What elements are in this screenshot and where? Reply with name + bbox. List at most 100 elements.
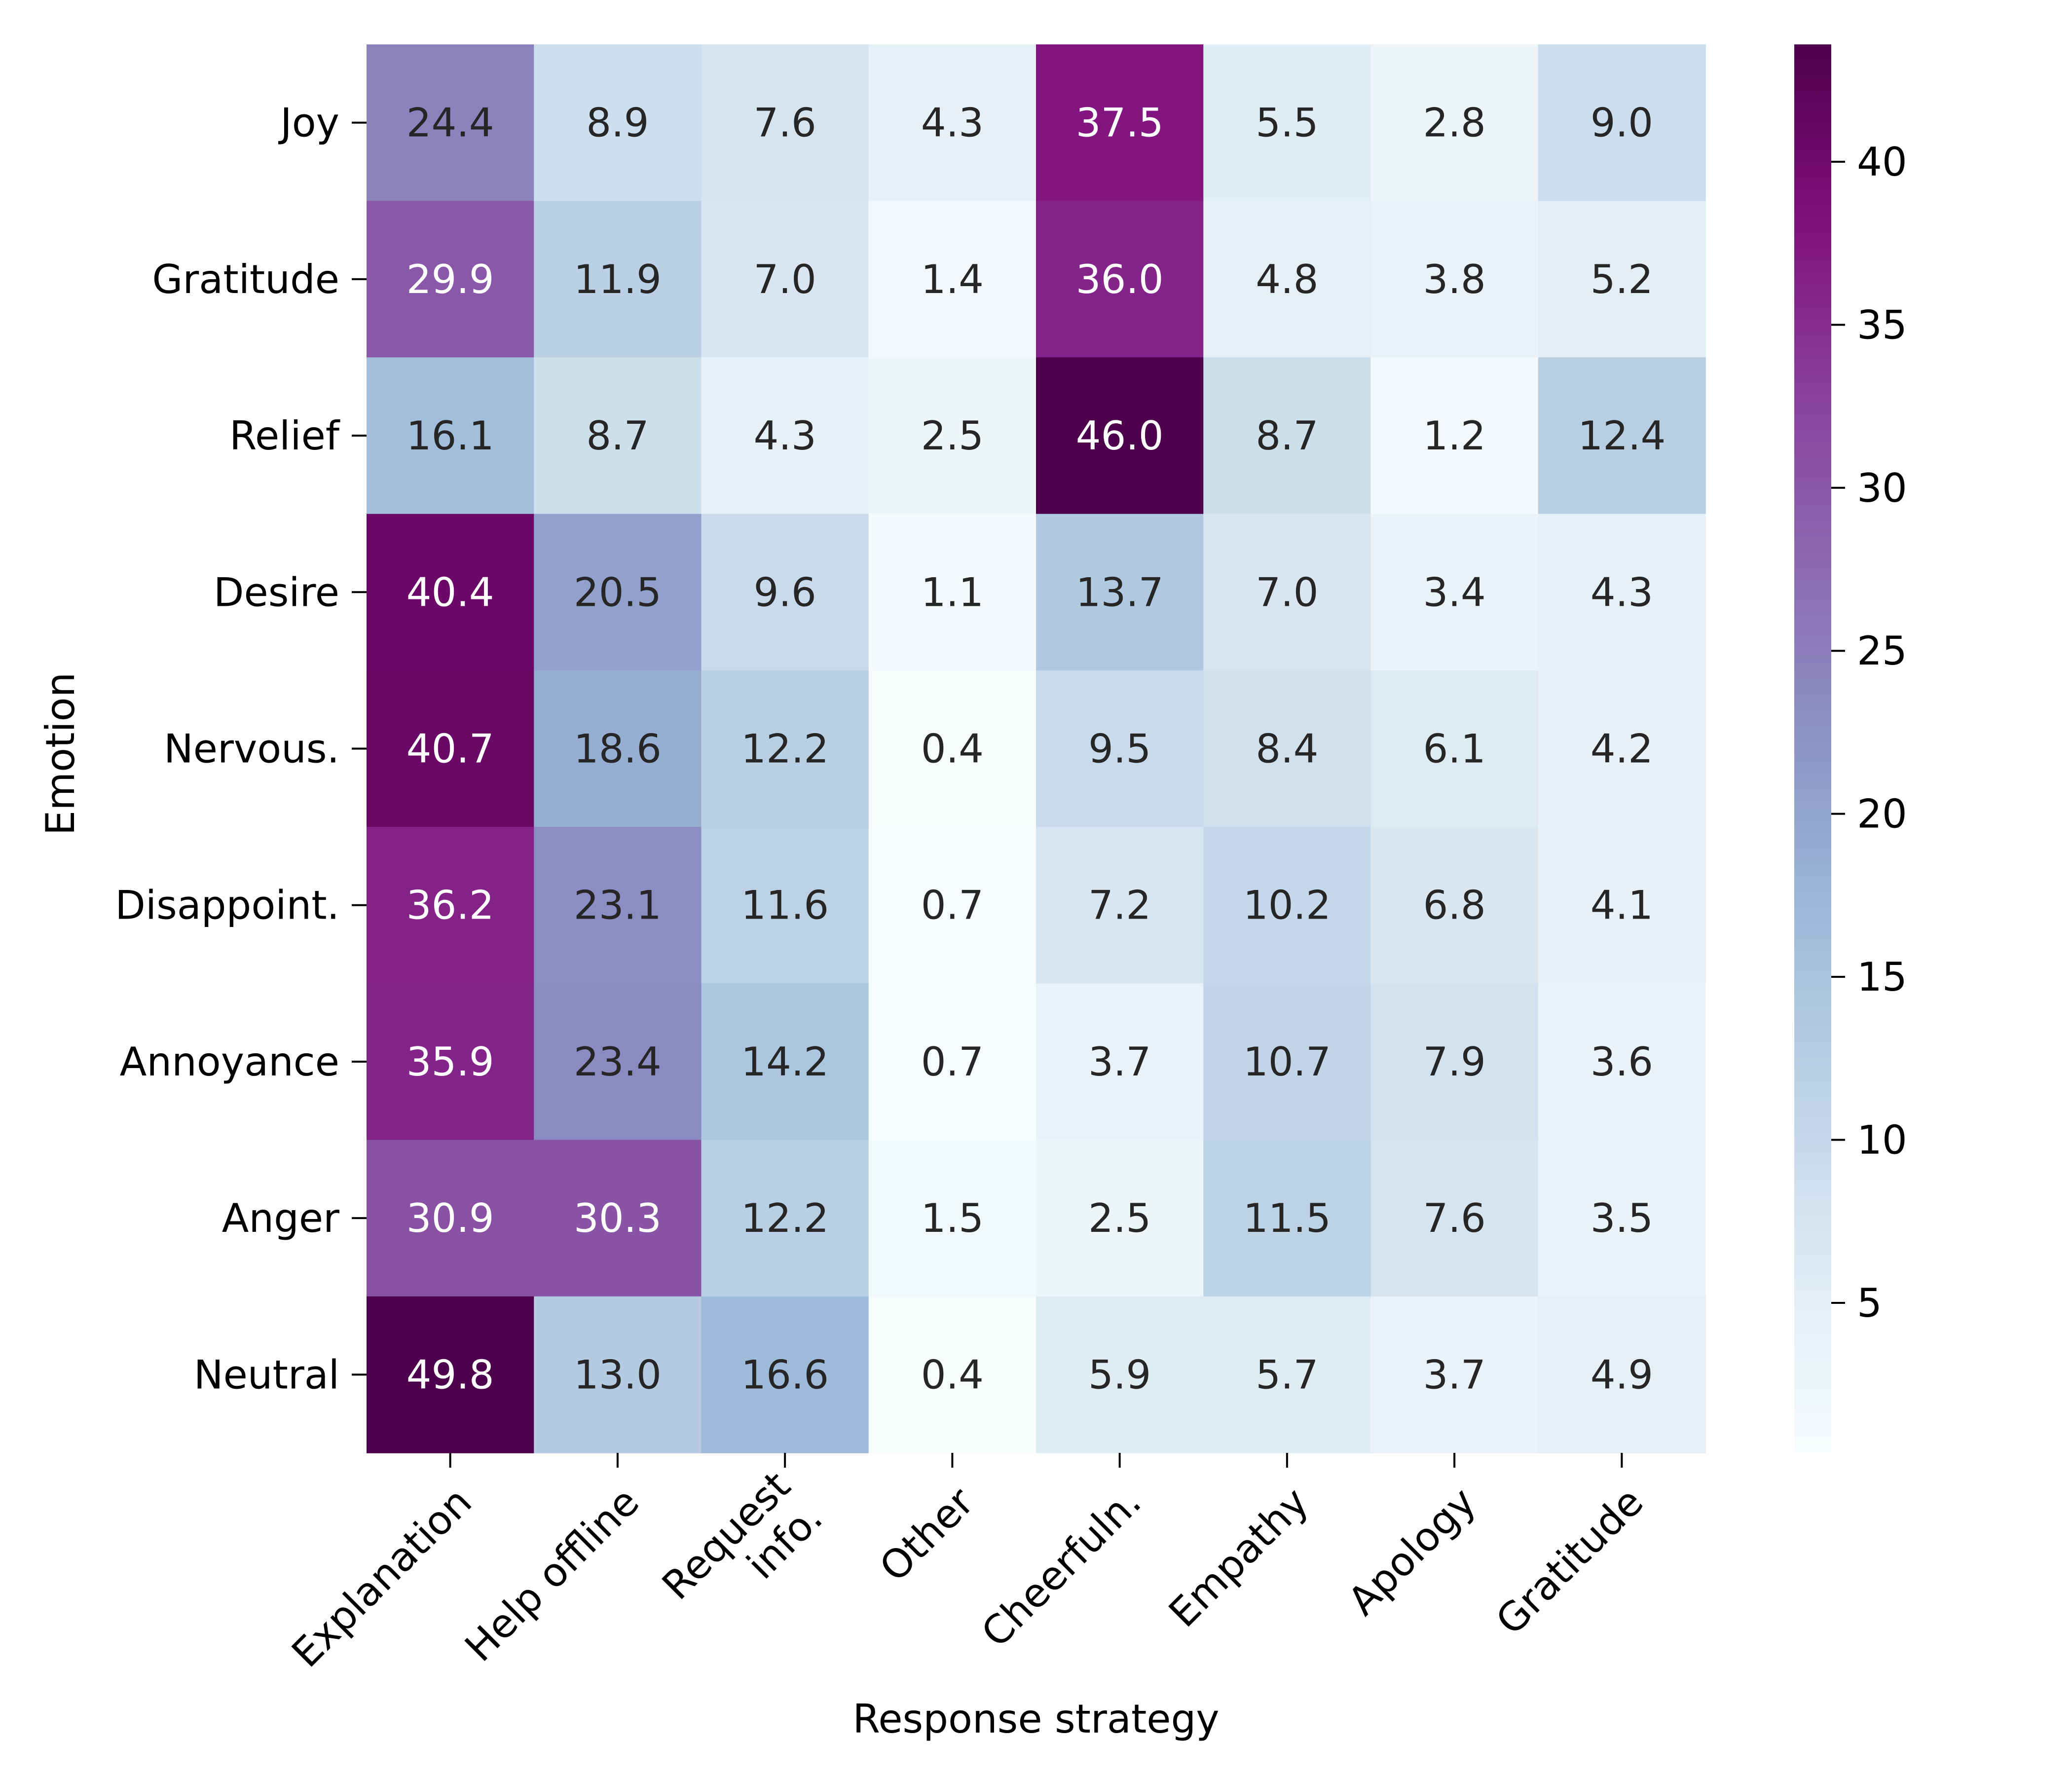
colorbar-ticks: 5 10 15 20 25 30 35 40 (1831, 139, 1907, 1326)
cell-value-label: 30.3 (574, 1195, 662, 1241)
heatmap-cell (367, 201, 535, 358)
heatmap-cell (1370, 983, 1539, 1141)
cell-value-label: 3.8 (1423, 257, 1486, 302)
heatmap-cell (701, 827, 869, 984)
cell-value-label: 8.4 (1256, 726, 1318, 772)
y-tick-label: Relief (229, 413, 340, 459)
cell-value-label: 7.6 (1423, 1195, 1486, 1241)
cell-value-label: 24.4 (407, 100, 494, 146)
heatmap-cell (1203, 44, 1371, 202)
heatmap-cell (1538, 827, 1706, 984)
colorbar (1794, 44, 1831, 1453)
heatmap-cell-labels: 24.4 8.9 7.6 4.3 37.5 5.5 2.8 9.0 29.9 11.9 7.0 1.4… (407, 100, 1666, 1398)
cell-value-label: 1.2 (1423, 413, 1486, 459)
colorbar-tick-label: 10 (1857, 1117, 1907, 1163)
colorbar-tick-label: 20 (1857, 791, 1907, 837)
cell-value-label: 13.7 (1076, 569, 1164, 615)
x-tick-label: Empathy (1160, 1479, 1317, 1636)
cell-value-label: 9.5 (1088, 726, 1151, 772)
heatmap-cell (1370, 670, 1539, 827)
cell-value-label: 3.4 (1423, 569, 1486, 615)
cell-value-label: 40.4 (407, 569, 494, 615)
y-tick-label: Gratitude (152, 257, 339, 302)
cell-value-label: 2.5 (1088, 1195, 1151, 1241)
heatmap-cells (367, 44, 1706, 1453)
heatmap-cell (701, 44, 869, 202)
heatmap-cell (1538, 983, 1706, 1141)
heatmap-cell (1203, 201, 1371, 358)
x-tick-label: Apology (1339, 1479, 1485, 1624)
cell-value-label: 2.8 (1423, 100, 1486, 146)
cell-value-label: 7.0 (754, 257, 816, 302)
cell-value-label: 3.5 (1591, 1195, 1653, 1241)
heatmap-cell (1370, 514, 1539, 671)
cell-value-label: 36.0 (1076, 257, 1164, 302)
cell-value-label: 5.9 (1088, 1352, 1151, 1398)
heatmap-cell (701, 983, 869, 1141)
colorbar-tick-label: 40 (1857, 139, 1907, 185)
heatmap-cell (1203, 1296, 1371, 1453)
heatmap-cell (1538, 670, 1706, 827)
heatmap-cell (1036, 44, 1204, 202)
heatmap-cell (534, 201, 702, 358)
heatmap-cell (701, 201, 869, 358)
cell-value-label: 1.5 (921, 1195, 984, 1241)
heatmap-cell (1538, 1296, 1706, 1453)
heatmap-cell (367, 1140, 535, 1297)
cell-value-label: 2.5 (921, 413, 984, 459)
y-tick-label: Desire (214, 569, 339, 615)
cell-value-label: 8.7 (1256, 413, 1318, 459)
heatmap-cell (1538, 514, 1706, 671)
heatmap-cell (1036, 827, 1204, 984)
cell-value-label: 23.1 (574, 883, 662, 928)
cell-value-label: 7.6 (754, 100, 816, 146)
heatmap-cell (534, 357, 702, 515)
colorbar-tick-label: 30 (1857, 465, 1907, 511)
heatmap-cell (1370, 1296, 1539, 1453)
cell-value-label: 14.2 (741, 1039, 829, 1085)
cell-value-label: 11.6 (741, 883, 829, 928)
heatmap-cell (534, 514, 702, 671)
cell-value-label: 0.4 (921, 726, 984, 772)
cell-value-label: 1.1 (921, 569, 984, 615)
cell-value-label: 10.7 (1243, 1039, 1331, 1085)
heatmap-cell (868, 983, 1036, 1141)
cell-value-label: 23.4 (574, 1039, 662, 1085)
heatmap-cell (367, 44, 535, 202)
cell-value-label: 0.7 (921, 1039, 984, 1085)
y-tick-label: Neutral (194, 1352, 339, 1398)
heatmap-cell (534, 983, 702, 1141)
heatmap-cell (1538, 201, 1706, 358)
cell-value-label: 7.9 (1423, 1039, 1486, 1085)
cell-value-label: 10.2 (1243, 883, 1331, 928)
x-tick-label: Explanation (283, 1479, 481, 1676)
cell-value-label: 9.0 (1591, 100, 1653, 146)
heatmap-cell (367, 357, 535, 515)
heatmap-cell (868, 44, 1036, 202)
cell-value-label: 5.7 (1256, 1352, 1318, 1398)
cell-value-label: 8.7 (586, 413, 649, 459)
heatmap-cell (1370, 827, 1539, 984)
cell-value-label: 8.9 (586, 100, 649, 146)
heatmap-cell (868, 201, 1036, 358)
cell-value-label: 3.7 (1088, 1039, 1151, 1085)
heatmap-cell (1203, 357, 1371, 515)
cell-value-label: 6.1 (1423, 726, 1486, 772)
cell-value-label: 6.8 (1423, 883, 1486, 928)
cell-value-label: 13.0 (574, 1352, 662, 1398)
heatmap-cell (534, 827, 702, 984)
x-tick-label: Other (871, 1479, 982, 1590)
heatmap-cell (1036, 983, 1204, 1141)
y-tick-label: Joy (278, 100, 339, 146)
cell-value-label: 36.2 (407, 883, 494, 928)
heatmap-cell (1370, 1140, 1539, 1297)
heatmap-cell (1538, 357, 1706, 515)
cell-value-label: 12.4 (1578, 413, 1665, 459)
heatmap-cell (1203, 983, 1371, 1141)
heatmap-cell (534, 1296, 702, 1453)
heatmap-cell (868, 670, 1036, 827)
cell-value-label: 5.5 (1256, 100, 1318, 146)
heatmap-cell (367, 827, 535, 984)
cell-value-label: 3.6 (1591, 1039, 1653, 1085)
